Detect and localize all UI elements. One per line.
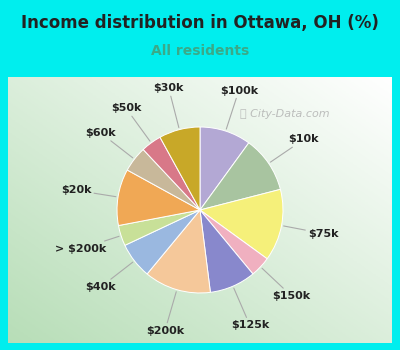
Wedge shape bbox=[200, 210, 267, 274]
Text: $75k: $75k bbox=[284, 226, 338, 239]
Wedge shape bbox=[118, 210, 200, 245]
Wedge shape bbox=[127, 149, 200, 210]
Text: ⓘ City-Data.com: ⓘ City-Data.com bbox=[240, 109, 329, 119]
Text: > $200k: > $200k bbox=[55, 236, 119, 254]
Text: $150k: $150k bbox=[262, 268, 310, 301]
Text: $125k: $125k bbox=[231, 288, 269, 330]
Wedge shape bbox=[125, 210, 200, 274]
Text: $20k: $20k bbox=[61, 186, 116, 197]
Text: $40k: $40k bbox=[86, 262, 133, 292]
Text: Income distribution in Ottawa, OH (%): Income distribution in Ottawa, OH (%) bbox=[21, 14, 379, 32]
Text: $60k: $60k bbox=[86, 128, 133, 158]
Wedge shape bbox=[117, 170, 200, 225]
Text: $100k: $100k bbox=[220, 86, 258, 129]
Text: $10k: $10k bbox=[270, 134, 319, 162]
Wedge shape bbox=[200, 210, 253, 292]
Wedge shape bbox=[160, 127, 200, 210]
Wedge shape bbox=[200, 127, 249, 210]
Wedge shape bbox=[200, 143, 280, 210]
Text: $50k: $50k bbox=[111, 104, 150, 141]
Wedge shape bbox=[147, 210, 210, 293]
Text: $30k: $30k bbox=[154, 83, 184, 127]
Text: $200k: $200k bbox=[146, 292, 184, 336]
Wedge shape bbox=[200, 189, 283, 259]
Wedge shape bbox=[143, 137, 200, 210]
Text: All residents: All residents bbox=[151, 44, 249, 58]
